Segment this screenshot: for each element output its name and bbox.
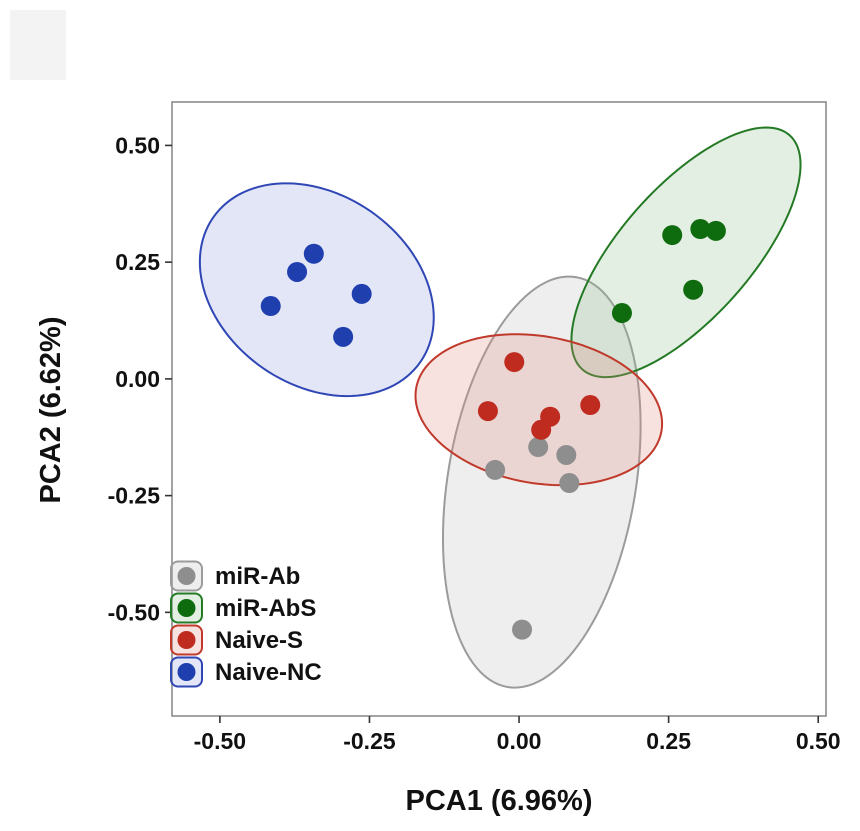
legend-symbol-mir-abs [177,599,196,617]
point-mir-ab [556,444,577,465]
legend-symbol-mir-ab [177,567,196,585]
point-naive-s [531,419,552,440]
legend-item-mir-ab: miR-Ab [170,560,300,592]
x-tick-label: 0.00 [497,728,542,754]
legend-item-mir-abs: miR-AbS [170,592,316,624]
legend-item-naive-s: Naive-S [170,624,303,656]
plot-panel-border [171,101,827,717]
x-tick-label: -0.25 [343,728,396,754]
point-mir-abs [690,219,711,239]
x-tick-label: 0.50 [796,728,841,754]
point-mir-ab [512,619,533,640]
point-naive-nc [333,326,354,347]
legend: miR-Ab miR-AbS Naive-S Naive-NC [170,560,322,688]
point-mir-ab [559,473,580,494]
point-naive-s [580,395,601,416]
point-naive-nc [351,283,372,304]
point-naive-nc [287,261,308,282]
x-axis: -0.50 -0.25 0.00 0.25 0.50 [194,716,841,754]
point-mir-ab [485,459,506,480]
legend-symbol-naive-nc [177,663,196,681]
corner-shade [10,10,66,80]
y-tick-label: -0.25 [108,483,161,509]
legend-item-naive-nc: Naive-NC [170,656,322,688]
y-tick-label: -0.50 [108,599,160,625]
legend-label-naive-s: Naive-S [215,627,303,654]
point-mir-abs [662,225,683,246]
ellipse-mir-ab [441,275,642,689]
x-tick-label: -0.50 [194,728,246,754]
point-naive-s [504,352,525,373]
x-tick-label: 0.25 [646,728,691,754]
ellipse-naive-nc [198,182,435,398]
point-naive-s [477,401,498,422]
legend-label-mir-ab: miR-Ab [215,563,300,590]
x-axis-title: PCA1 (6.96%) [406,785,593,817]
point-layer [260,219,726,640]
y-tick-label: 0.50 [115,132,160,158]
y-axis: 0.50 0.25 0.00 -0.25 -0.50 [108,132,172,625]
y-tick-label: 0.25 [115,249,160,275]
y-tick-label: 0.00 [115,366,160,392]
point-mir-abs [705,220,726,241]
plot-panel [172,102,826,716]
y-axis-title: PCA2 (6.62%) [35,317,67,504]
point-mir-abs [611,303,632,324]
ellipse-naive-s [414,333,664,487]
legend-label-naive-nc: Naive-NC [215,659,322,686]
legend-label-mir-abs: miR-AbS [215,595,316,622]
point-mir-ab [528,437,549,458]
legend-symbol-naive-s [177,631,196,649]
point-mir-abs [683,279,704,300]
point-naive-nc [303,243,324,264]
point-naive-nc [260,296,281,317]
ellipse-layer [198,126,802,689]
